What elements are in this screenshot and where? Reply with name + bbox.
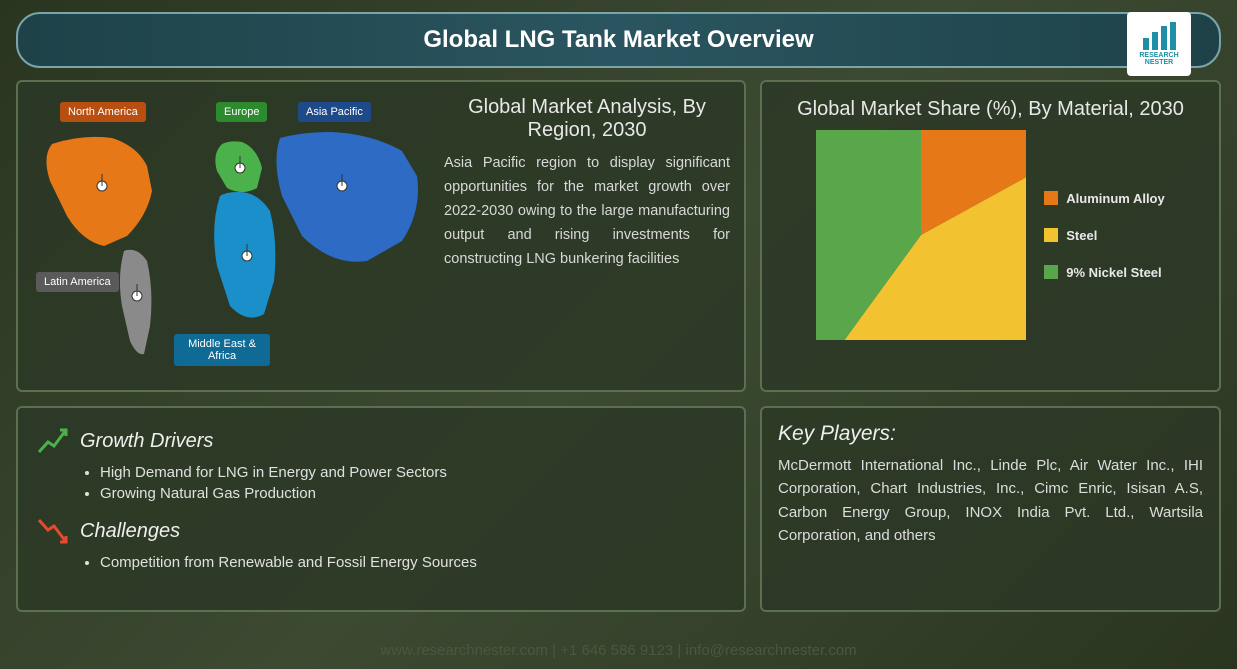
pie-legend: Aluminum Alloy Steel 9% Nickel Steel: [1044, 191, 1164, 280]
map-panel: North America Europe Asia Pacific Latin …: [16, 80, 746, 392]
footer-website: www.researchnester.com: [380, 642, 548, 659]
footer-sep: |: [552, 642, 560, 659]
logo-text: RESEARCH NESTER: [1127, 52, 1191, 66]
header-banner: Global LNG Tank Market Overview RESEARCH…: [16, 12, 1221, 68]
right-column: Global Market Share (%), By Material, 20…: [760, 80, 1221, 612]
list-item: Competition from Renewable and Fossil En…: [100, 554, 726, 571]
region-latin-america: [120, 250, 152, 354]
content-row: North America Europe Asia Pacific Latin …: [16, 80, 1221, 612]
growth-up-icon: [36, 424, 70, 458]
legend-swatch: [1044, 265, 1058, 279]
logo: RESEARCH NESTER: [1127, 12, 1191, 76]
page-root: Global LNG Tank Market Overview RESEARCH…: [0, 0, 1237, 669]
growth-list: High Demand for LNG in Energy and Power …: [84, 464, 726, 502]
region-asia-pacific: [276, 132, 418, 262]
page-title: Global LNG Tank Market Overview: [42, 26, 1195, 54]
pie-panel: Global Market Share (%), By Material, 20…: [760, 80, 1221, 392]
region-label-eu: Europe: [216, 102, 267, 122]
map-title: Global Market Analysis, By Region, 2030: [444, 96, 730, 142]
map-text-block: Global Market Analysis, By Region, 2030 …: [444, 96, 730, 376]
legend-swatch: [1044, 191, 1058, 205]
region-north-america: [46, 137, 152, 246]
pie-chart-svg: [816, 130, 1026, 340]
key-players-text: McDermott International Inc., Linde Plc,…: [778, 454, 1203, 547]
legend-label: Steel: [1066, 228, 1097, 243]
world-map: North America Europe Asia Pacific Latin …: [32, 96, 432, 376]
pie-body: Aluminum Alloy Steel 9% Nickel Steel: [776, 130, 1205, 340]
legend-label: Aluminum Alloy: [1066, 191, 1164, 206]
drivers-panel: Growth Drivers High Demand for LNG in En…: [16, 406, 746, 612]
challenges-title: Challenges: [80, 520, 180, 543]
legend-item: 9% Nickel Steel: [1044, 265, 1164, 280]
challenges-header: Challenges: [36, 514, 726, 548]
challenges-list: Competition from Renewable and Fossil En…: [84, 554, 726, 571]
region-label-ap: Asia Pacific: [298, 102, 371, 122]
legend-item: Aluminum Alloy: [1044, 191, 1164, 206]
growth-title: Growth Drivers: [80, 430, 213, 453]
region-label-mea: Middle East & Africa: [174, 334, 270, 366]
list-item: High Demand for LNG in Energy and Power …: [100, 464, 726, 481]
footer-email: info@researchnester.com: [685, 642, 856, 659]
footer: www.researchnester.com | +1 646 586 9123…: [0, 642, 1237, 659]
key-players-panel: Key Players: McDermott International Inc…: [760, 406, 1221, 612]
region-label-na: North America: [60, 102, 146, 122]
region-label-la: Latin America: [36, 272, 119, 292]
legend-item: Steel: [1044, 228, 1164, 243]
left-column: North America Europe Asia Pacific Latin …: [16, 80, 746, 612]
map-description: Asia Pacific region to display significa…: [444, 152, 730, 272]
legend-swatch: [1044, 228, 1058, 242]
trend-down-icon: [36, 514, 70, 548]
growth-header: Growth Drivers: [36, 424, 726, 458]
list-item: Growing Natural Gas Production: [100, 485, 726, 502]
logo-bars-icon: [1143, 22, 1176, 50]
footer-phone: +1 646 586 9123: [560, 642, 673, 659]
key-players-title: Key Players:: [778, 422, 1203, 446]
pie-title: Global Market Share (%), By Material, 20…: [776, 96, 1205, 122]
legend-label: 9% Nickel Steel: [1066, 265, 1161, 280]
